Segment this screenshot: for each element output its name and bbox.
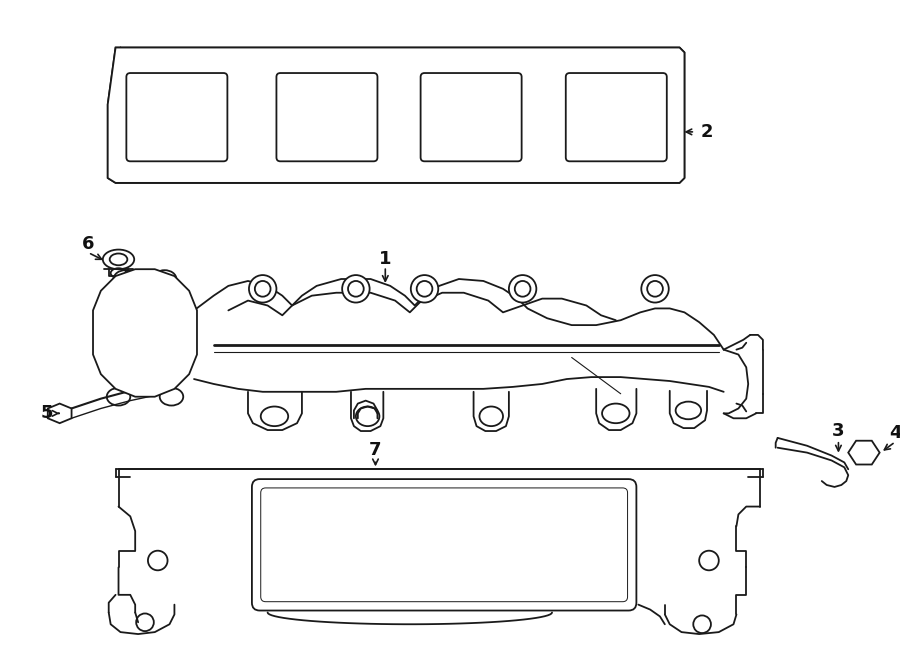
Ellipse shape bbox=[642, 275, 669, 303]
Ellipse shape bbox=[106, 303, 184, 386]
Text: 3: 3 bbox=[832, 422, 845, 440]
Polygon shape bbox=[108, 48, 685, 183]
Text: 2: 2 bbox=[701, 123, 714, 141]
Ellipse shape bbox=[410, 275, 438, 303]
Text: 7: 7 bbox=[369, 441, 382, 459]
Ellipse shape bbox=[249, 275, 276, 303]
Ellipse shape bbox=[504, 112, 512, 120]
Ellipse shape bbox=[103, 250, 134, 269]
Text: 1: 1 bbox=[379, 251, 392, 268]
FancyBboxPatch shape bbox=[126, 73, 228, 161]
Polygon shape bbox=[849, 441, 879, 465]
FancyBboxPatch shape bbox=[252, 479, 636, 611]
Text: 4: 4 bbox=[889, 424, 900, 442]
Polygon shape bbox=[93, 269, 197, 397]
Text: 5: 5 bbox=[40, 405, 53, 422]
Ellipse shape bbox=[342, 275, 370, 303]
FancyBboxPatch shape bbox=[276, 73, 377, 161]
FancyBboxPatch shape bbox=[261, 488, 627, 602]
FancyBboxPatch shape bbox=[420, 73, 522, 161]
Polygon shape bbox=[48, 404, 72, 423]
Text: 6: 6 bbox=[82, 235, 94, 253]
FancyBboxPatch shape bbox=[566, 73, 667, 161]
Ellipse shape bbox=[508, 275, 536, 303]
